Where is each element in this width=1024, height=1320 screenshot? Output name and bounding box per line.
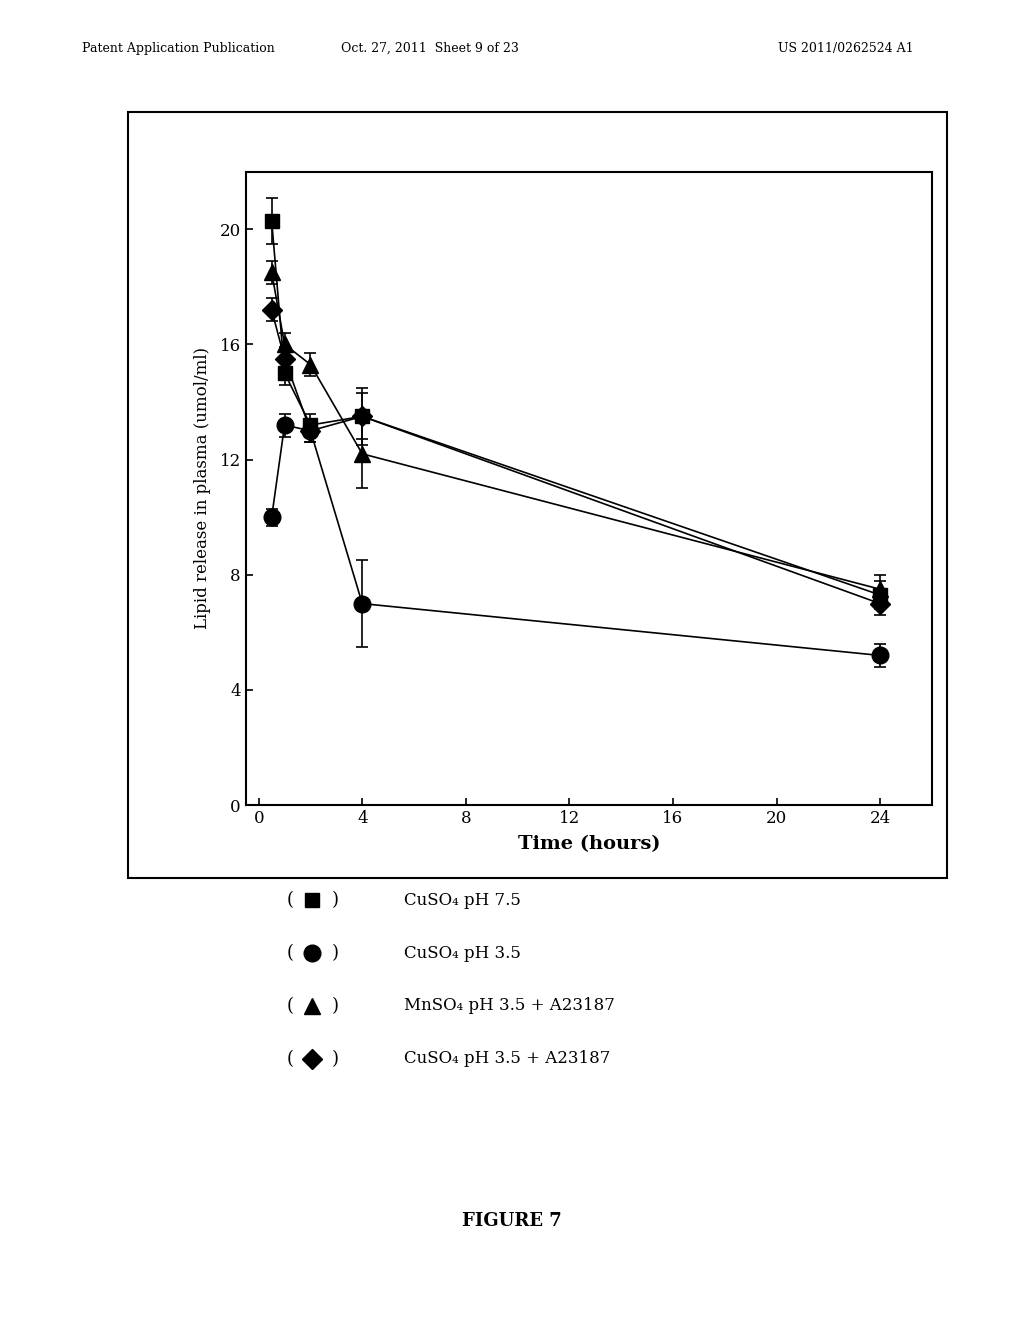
X-axis label: Time (hours): Time (hours) — [517, 836, 660, 854]
Text: CuSO₄ pH 7.5: CuSO₄ pH 7.5 — [404, 892, 521, 908]
Text: CuSO₄ pH 3.5 + A23187: CuSO₄ pH 3.5 + A23187 — [404, 1051, 611, 1067]
Text: ): ) — [332, 891, 338, 909]
Text: (: ( — [287, 997, 293, 1015]
Text: (: ( — [287, 944, 293, 962]
Y-axis label: Lipid release in plasma (umol/ml): Lipid release in plasma (umol/ml) — [195, 347, 211, 630]
Text: Oct. 27, 2011  Sheet 9 of 23: Oct. 27, 2011 Sheet 9 of 23 — [341, 42, 519, 55]
Text: (: ( — [287, 1049, 293, 1068]
Text: (: ( — [287, 891, 293, 909]
Text: FIGURE 7: FIGURE 7 — [462, 1212, 562, 1230]
Text: Patent Application Publication: Patent Application Publication — [82, 42, 274, 55]
Text: ): ) — [332, 997, 338, 1015]
Text: ): ) — [332, 1049, 338, 1068]
Text: MnSO₄ pH 3.5 + A23187: MnSO₄ pH 3.5 + A23187 — [404, 998, 615, 1014]
Text: ): ) — [332, 944, 338, 962]
Text: CuSO₄ pH 3.5: CuSO₄ pH 3.5 — [404, 945, 521, 961]
Text: US 2011/0262524 A1: US 2011/0262524 A1 — [778, 42, 913, 55]
